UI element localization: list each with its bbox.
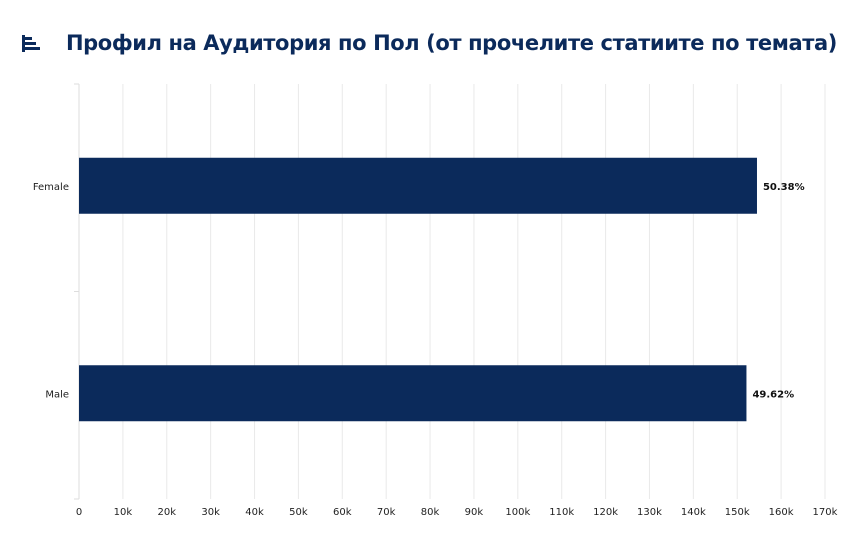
x-tick-label: 130k (637, 507, 662, 518)
category-label: Female (33, 182, 69, 193)
labels: 0 10k 20k 30k 40k 50k 60k 70k 80k 90k 100k 110k 120k… (33, 182, 838, 518)
x-tick-label: 40k (245, 507, 264, 518)
x-tick-label: 50k (289, 507, 308, 518)
x-tick-label: 80k (421, 507, 440, 518)
data-label: 50.38% (763, 182, 805, 193)
bar-male (79, 365, 747, 422)
x-tick-label: 110k (549, 507, 574, 518)
data-label: 49.62% (752, 389, 794, 400)
bar-female (79, 157, 757, 214)
x-tick-label: 10k (114, 507, 133, 518)
x-tick-label: 20k (158, 507, 177, 518)
x-tick-label: 90k (465, 507, 484, 518)
x-tick-label: 140k (681, 507, 706, 518)
bar-chart-icon (22, 35, 40, 52)
x-tick-label: 170k (813, 507, 838, 518)
x-tick-label: 0 (76, 507, 82, 518)
x-tick-label: 30k (201, 507, 220, 518)
bars (79, 157, 757, 422)
x-tick-label: 70k (377, 507, 396, 518)
chart-header: Профил на Аудитория по Пол (от прочелите… (20, 26, 837, 60)
page-title: Профил на Аудитория по Пол (от прочелите… (66, 31, 837, 55)
axes (74, 83, 80, 500)
x-tick-label: 60k (333, 507, 352, 518)
grid-lines (122, 84, 826, 499)
x-tick-label: 150k (725, 507, 750, 518)
x-tick-label: 160k (769, 507, 794, 518)
x-tick-label: 100k (505, 507, 530, 518)
category-label: Male (45, 389, 69, 400)
x-tick-label: 120k (593, 507, 618, 518)
